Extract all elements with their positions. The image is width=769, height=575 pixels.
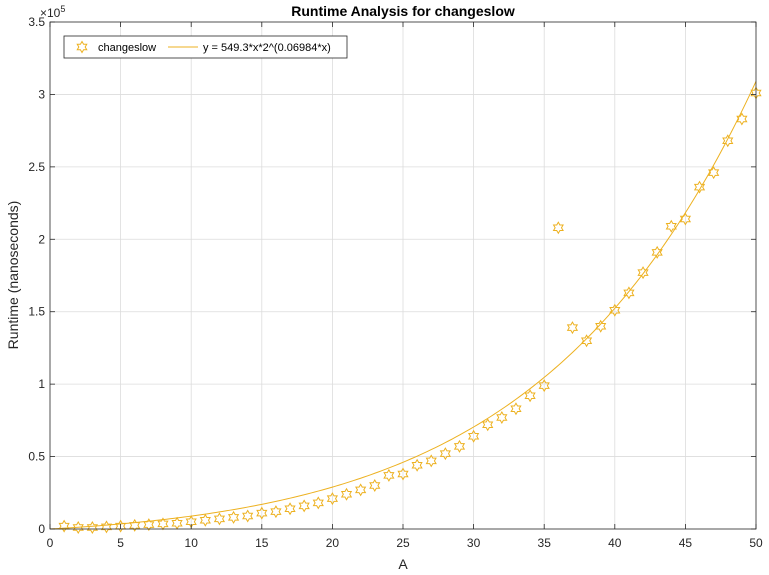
data-point	[340, 487, 353, 501]
y-tick-label: 2.5	[28, 160, 45, 174]
y-tick-label: 0.5	[28, 450, 45, 464]
data-point	[227, 510, 240, 524]
x-tick-label: 15	[255, 536, 269, 550]
x-tick-label: 40	[608, 536, 622, 550]
data-point	[397, 467, 409, 481]
data-point	[157, 517, 169, 531]
legend-label-fit: y = 549.3*x*2^(0.06984*x)	[203, 42, 331, 54]
y-exponent-base: ×10	[40, 6, 61, 20]
y-tick-label: 1.5	[28, 305, 45, 319]
y-exponent-power: 5	[60, 4, 65, 14]
data-point	[496, 410, 508, 424]
y-tick-label: 0	[38, 522, 45, 536]
data-point	[538, 379, 550, 393]
data-point	[595, 319, 607, 333]
data-point	[312, 496, 324, 510]
data-point	[580, 334, 593, 348]
legend-marker-icon	[76, 40, 88, 54]
data-point	[609, 303, 621, 317]
data-point	[213, 512, 226, 526]
data-point	[383, 468, 395, 482]
x-tick-label: 20	[326, 536, 340, 550]
data-point	[284, 502, 296, 516]
data-point	[679, 212, 692, 226]
legend-label-changeslow: changeslow	[98, 42, 156, 54]
data-point	[651, 245, 663, 259]
x-tick-label: 0	[47, 536, 54, 550]
legend-marker-changeslow	[76, 40, 88, 54]
x-axis-label: A	[398, 556, 408, 572]
data-point	[143, 518, 155, 532]
data-point	[439, 447, 451, 461]
data-point	[86, 521, 98, 535]
data-point	[482, 418, 494, 432]
data-point	[736, 112, 748, 126]
data-point	[298, 499, 310, 513]
data-point	[100, 520, 113, 534]
y-tick-label: 1	[38, 377, 45, 391]
data-point	[326, 492, 339, 506]
data-point	[72, 521, 84, 535]
y-tick-label: 3.5	[28, 15, 45, 29]
x-tick-label: 45	[679, 536, 693, 550]
data-points	[58, 86, 762, 535]
data-point	[524, 389, 536, 403]
data-point	[665, 219, 677, 233]
data-point	[129, 518, 141, 532]
fit-line-group	[49, 81, 757, 530]
y-axis-label: Runtime (nanoseconds)	[5, 201, 21, 350]
data-point	[256, 506, 268, 520]
x-axis: 0 5 10 15 20 25 30 35 40 45 50	[47, 22, 763, 550]
grid	[50, 22, 756, 529]
data-point	[114, 519, 127, 533]
data-point	[425, 454, 437, 468]
data-point	[411, 458, 423, 472]
data-point	[708, 166, 720, 180]
data-point	[355, 483, 367, 497]
data-point	[270, 505, 282, 519]
x-tick-label: 25	[396, 536, 410, 550]
data-point	[242, 509, 254, 523]
data-point	[369, 479, 381, 493]
x-tick-label: 10	[185, 536, 199, 550]
data-point	[722, 134, 734, 148]
legend: changeslow y = 549.3*x*2^(0.06984*x)	[63, 35, 348, 59]
data-point	[453, 439, 466, 453]
data-point	[552, 221, 564, 235]
data-point	[637, 266, 649, 280]
data-point	[623, 286, 635, 300]
y-tick-label: 3	[38, 87, 45, 101]
x-tick-label: 30	[467, 536, 481, 550]
data-point	[510, 402, 522, 416]
data-point	[199, 513, 211, 527]
fit-line	[49, 81, 757, 530]
y-axis-exponent: ×105	[40, 4, 65, 20]
chart-title: Runtime Analysis for changeslow	[291, 3, 515, 19]
data-point	[58, 519, 70, 533]
legend-box	[63, 35, 348, 59]
x-tick-label: 5	[117, 536, 124, 550]
y-axis: 0 0.5 1 1.5 2 2.5 3 3.5	[28, 15, 756, 536]
data-point	[467, 429, 480, 443]
x-tick-label: 50	[749, 536, 763, 550]
y-tick-label: 2	[38, 232, 45, 246]
data-point	[566, 321, 579, 335]
x-tick-label: 35	[538, 536, 552, 550]
data-point	[693, 180, 706, 194]
